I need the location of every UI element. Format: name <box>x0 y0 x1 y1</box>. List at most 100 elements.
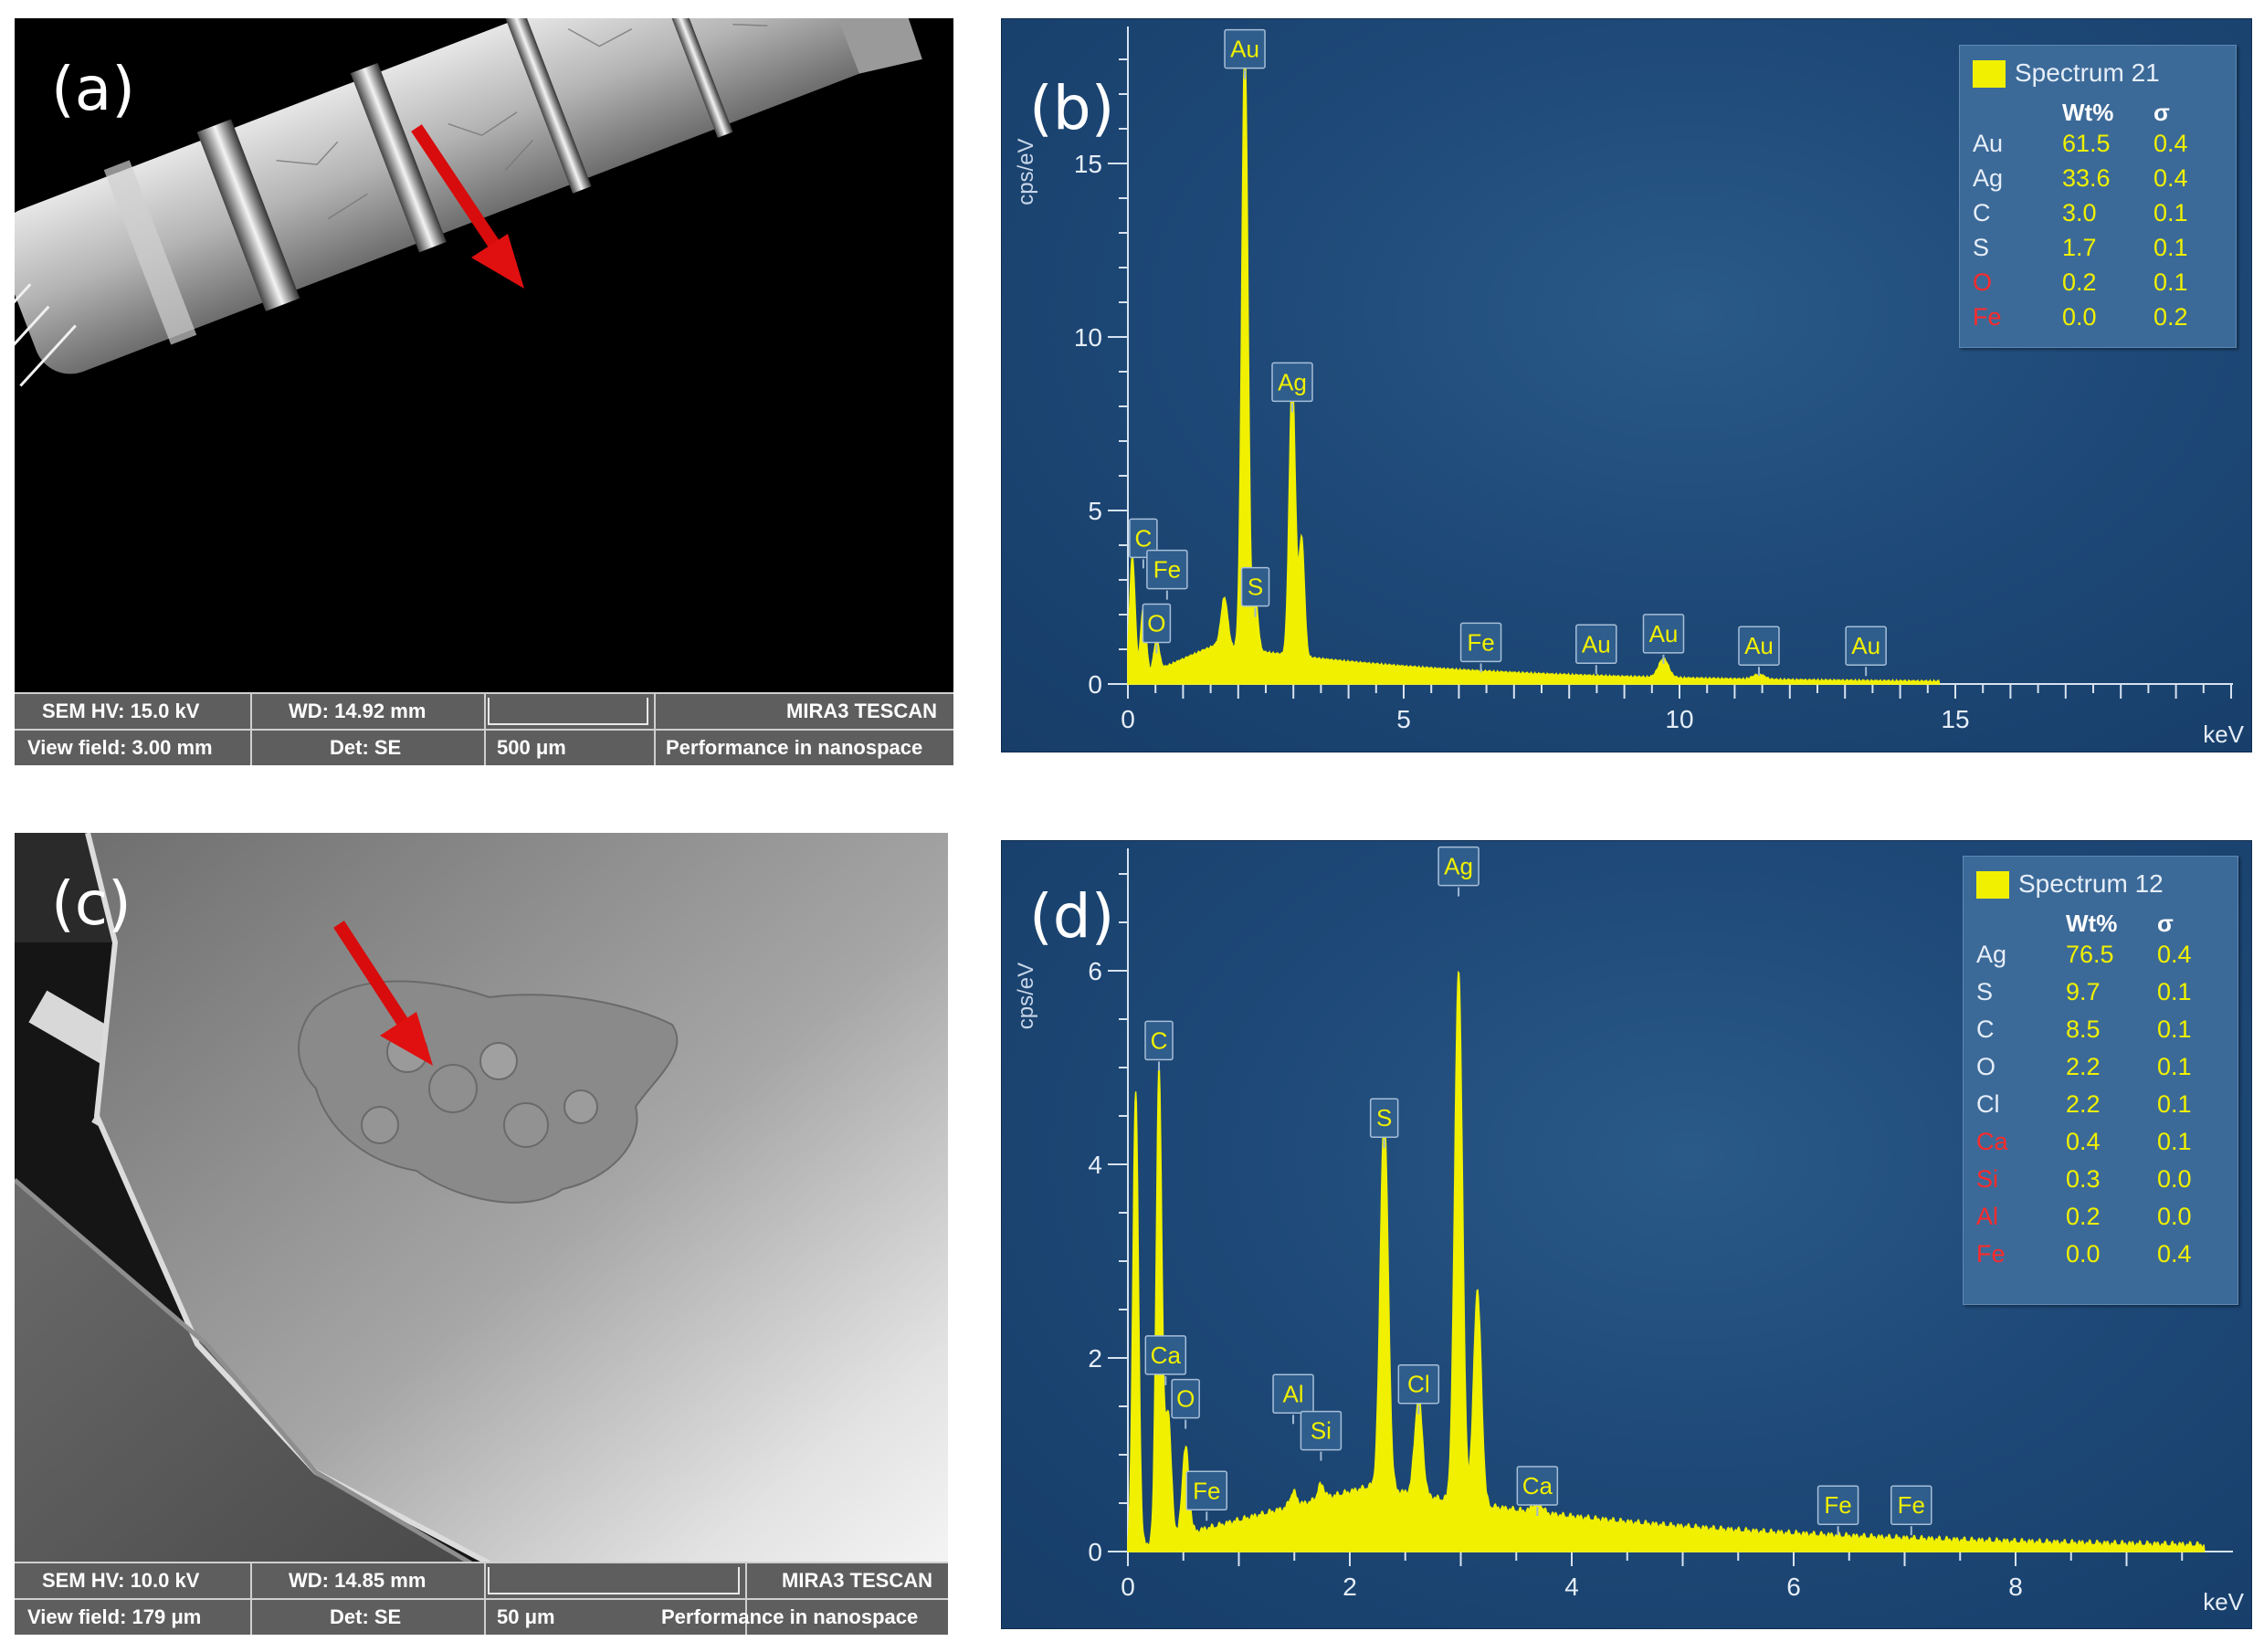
sem-hv-c: SEM HV: 10.0 kV <box>42 1569 200 1592</box>
y-tick-label: 2 <box>1088 1344 1102 1373</box>
x-tick-label: 4 <box>1564 1573 1579 1601</box>
legend-wt-value: 0.0 <box>2066 1240 2101 1268</box>
peak-label-ca: Ca <box>1516 1466 1559 1516</box>
sem-scale-label-c: 50 μm <box>497 1605 555 1628</box>
peak-label-ag: Ag <box>1271 362 1313 413</box>
svg-text:Au: Au <box>1744 632 1774 659</box>
svg-text:Ag: Ag <box>1444 853 1473 880</box>
legend-sigma-value: 0.1 <box>2153 268 2188 296</box>
legend-sigma-value: 0.4 <box>2153 130 2188 157</box>
legend-col-sigma: σ <box>2157 910 2174 937</box>
panel-label-c: (c) <box>51 868 132 939</box>
svg-text:Fe: Fe <box>1898 1491 1925 1519</box>
peak-label-c: C <box>1144 1020 1174 1071</box>
legend-wt-value: 76.5 <box>2066 941 2114 968</box>
y-axis-label: cps/eV <box>1014 138 1038 205</box>
peak-label-o: O <box>1171 1378 1200 1429</box>
panel-label-a: (a) <box>51 54 135 124</box>
peak-label-ag: Ag <box>1437 846 1479 897</box>
peak-label-o: O <box>1142 603 1172 654</box>
svg-text:O: O <box>1176 1385 1195 1413</box>
peak-label-ca: Ca <box>1144 1335 1187 1385</box>
sem-brand-a: MIRA3 TESCAN <box>786 700 938 722</box>
svg-text:Ag: Ag <box>1278 368 1307 395</box>
legend-col-wt: Wt% <box>2062 99 2114 126</box>
legend-title: Spectrum 12 <box>2018 869 2164 898</box>
legend-element: O <box>1973 268 1993 296</box>
x-axis-label: keV <box>2203 721 2244 748</box>
legend-element: Fe <box>1973 303 2002 331</box>
peak-label-si: Si <box>1300 1410 1343 1461</box>
eds-legend-b: Spectrum 21 Wt% σ Au 61.5 0.4 Ag 33.6 0.4 C 3.0 0.1… <box>1959 45 2237 348</box>
legend-element: S <box>1973 234 1990 261</box>
svg-text:S: S <box>1248 573 1263 601</box>
x-tick-label: 15 <box>1941 705 1969 733</box>
y-tick-label: 4 <box>1088 1151 1102 1179</box>
legend-element: C <box>1976 1015 1995 1043</box>
legend-wt-value: 0.4 <box>2066 1128 2101 1155</box>
sem-image-deposit <box>15 833 948 1563</box>
panel-label-b: (b) <box>1029 73 1115 143</box>
y-axis-label: cps/eV <box>1014 963 1038 1029</box>
legend-element: Au <box>1973 130 2004 157</box>
svg-text:Cl: Cl <box>1407 1371 1430 1398</box>
legend-sigma-value: 0.1 <box>2157 978 2192 1005</box>
sem-info-bar-a: SEM HV: 15.0 kV WD: 14.92 mm MIRA3 TESCA… <box>15 692 953 765</box>
sem-brand-c: MIRA3 TESCAN <box>782 1569 933 1592</box>
sem-tagline-c: Performance in nanospace <box>661 1605 919 1628</box>
legend-sigma-value: 0.0 <box>2157 1165 2192 1193</box>
y-tick-label: 0 <box>1088 1538 1102 1566</box>
sem-panel-c: (c) SEM HV: 10.0 kV WD: 14.85 mm MIRA3 T… <box>15 833 948 1635</box>
legend-wt-value: 0.2 <box>2066 1203 2101 1230</box>
legend-sigma-value: 0.1 <box>2153 234 2188 261</box>
scale-bar-a <box>488 698 648 725</box>
x-tick-label: 6 <box>1786 1573 1801 1601</box>
svg-text:Si: Si <box>1311 1417 1332 1445</box>
peak-label-au: Au <box>1642 614 1685 664</box>
legend-sigma-value: 0.4 <box>2153 164 2188 192</box>
legend-title: Spectrum 21 <box>2015 58 2160 87</box>
sem-panel-a: (a) SEM HV: 15.0 kV WD: 14.92 mm MIRA3 T… <box>15 18 953 765</box>
svg-text:Au: Au <box>1230 36 1259 63</box>
legend-sigma-value: 0.4 <box>2157 941 2192 968</box>
legend-sigma-value: 0.1 <box>2157 1128 2192 1155</box>
legend-sigma-value: 0.1 <box>2157 1053 2192 1080</box>
sem-wd-a: WD: 14.92 mm <box>289 700 426 722</box>
eds-panel-b: 0 5 10 15 0 5 10 15 keV cps/eV Au Ag C Fe S O Fe Au Au Au Au… <box>1001 18 2252 752</box>
legend-element: O <box>1976 1053 1996 1080</box>
svg-text:C: C <box>1151 1026 1168 1054</box>
y-tick-label: 6 <box>1088 957 1102 985</box>
legend-wt-value: 3.0 <box>2062 199 2097 226</box>
eds-panel-d: 0 2 4 6 8 0 2 4 6 keV cps/eV Ag C S Ca O Al Cl Si Fe Ca Fe Fe … <box>1001 840 2252 1629</box>
x-tick-label: 5 <box>1396 705 1411 733</box>
svg-text:Fe: Fe <box>1193 1477 1220 1504</box>
x-tick-label: 0 <box>1121 705 1135 733</box>
legend-wt-value: 1.7 <box>2062 234 2097 261</box>
legend-sigma-value: 0.1 <box>2157 1015 2192 1043</box>
peak-label-au: Au <box>1575 624 1617 675</box>
legend-element: Si <box>1976 1165 1999 1193</box>
legend-sigma-value: 0.1 <box>2153 199 2188 226</box>
legend-element: Ag <box>1976 941 2007 968</box>
sem-det-c: Det: SE <box>330 1605 402 1628</box>
legend-sigma-value: 0.4 <box>2157 1240 2192 1268</box>
legend-col-sigma: σ <box>2153 99 2170 126</box>
y-tick-label: 15 <box>1074 150 1102 178</box>
x-tick-label: 2 <box>1343 1573 1357 1601</box>
peak-label-au: Au <box>1845 626 1887 677</box>
legend-element: Al <box>1976 1203 1999 1230</box>
sem-image-wire <box>15 18 953 694</box>
x-tick-label: 10 <box>1665 705 1693 733</box>
svg-text:Fe: Fe <box>1153 556 1181 584</box>
svg-text:Au: Au <box>1649 620 1679 647</box>
svg-text:S: S <box>1376 1104 1392 1131</box>
sem-scale-label-a: 500 μm <box>497 736 566 759</box>
x-tick-label: 0 <box>1121 1573 1135 1601</box>
svg-text:Fe: Fe <box>1824 1491 1851 1519</box>
sem-viewfield-a: View field: 3.00 mm <box>27 736 213 759</box>
spectrum-series-b <box>1127 61 1941 685</box>
peak-label-s: S <box>1240 566 1270 617</box>
svg-text:Ca: Ca <box>1151 1342 1182 1369</box>
legend-element: Ca <box>1976 1128 2008 1155</box>
